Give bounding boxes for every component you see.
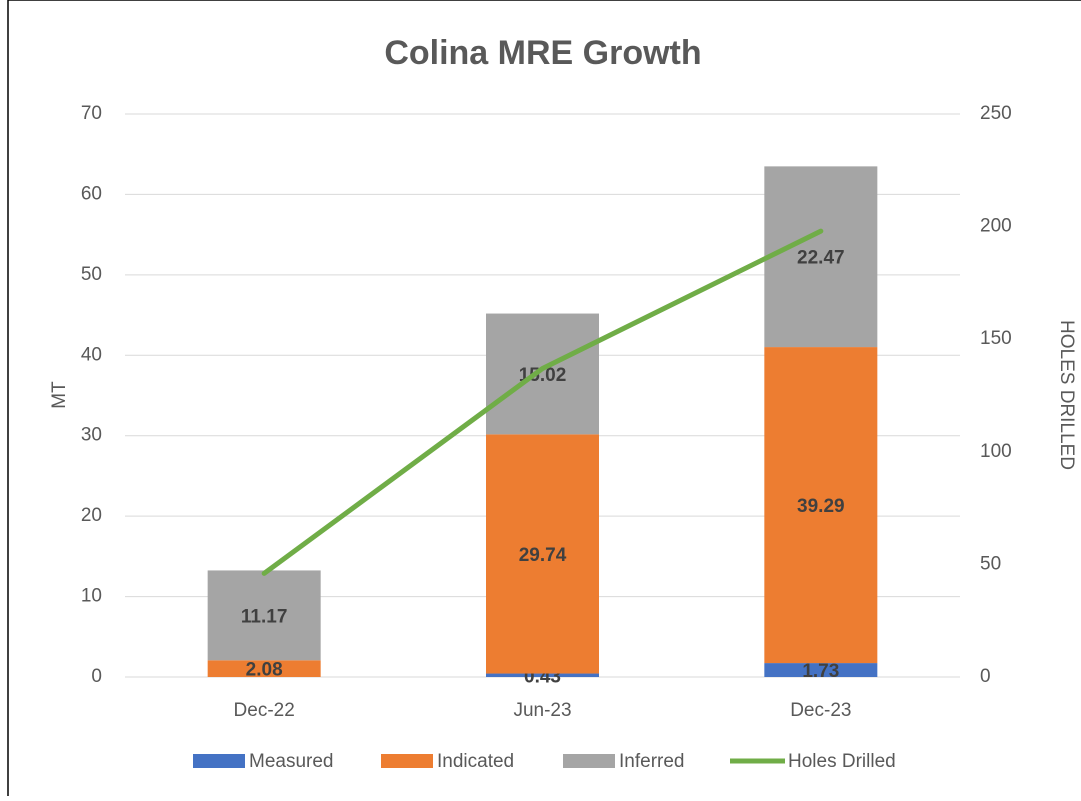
y-tick-label: 20 (81, 505, 102, 526)
y-tick-label: 10 (81, 586, 102, 607)
x-tick-label: Dec-23 (790, 700, 851, 721)
line-series (261, 228, 824, 576)
bar-segment (764, 347, 878, 664)
y2-tick-label: 50 (980, 553, 1001, 574)
x-tick-label: Dec-22 (234, 700, 295, 721)
y2-tick-label: 250 (980, 103, 1012, 124)
data-label: 29.74 (519, 545, 567, 566)
legend-label: Inferred (619, 751, 684, 772)
legend-label: Measured (249, 751, 334, 772)
x-tick-label: Jun-23 (513, 700, 571, 721)
y-tick-label: 70 (81, 103, 102, 124)
data-label: 39.29 (797, 496, 845, 517)
y-tick-label: 50 (81, 264, 102, 285)
legend-swatch (563, 754, 615, 768)
y-tick-label: 60 (81, 183, 102, 204)
legend-swatch (193, 754, 245, 768)
y-tick-label: 30 (81, 425, 102, 446)
data-label: 11.17 (241, 606, 288, 627)
y-axis-label: MT (49, 381, 70, 409)
data-label: 1.73 (802, 661, 839, 682)
y2-axis-label: HOLES DRILLED (1056, 320, 1077, 470)
bar-segment (207, 660, 321, 677)
data-label: 2.08 (246, 660, 283, 681)
data-label: 15.02 (519, 365, 567, 386)
y-tick-label: 0 (91, 666, 102, 687)
y2-tick-label: 150 (980, 328, 1012, 349)
data-label: 22.47 (797, 248, 845, 269)
y2-tick-label: 200 (980, 216, 1012, 237)
chart-title: Colina MRE Growth (384, 34, 701, 72)
bar-segment (486, 434, 599, 674)
bar-segment (764, 663, 878, 677)
bar-segment (764, 166, 878, 348)
legend-label: Holes Drilled (788, 751, 896, 772)
y-tick-label: 40 (81, 344, 102, 365)
legend-label: Indicated (437, 751, 514, 772)
bar-segment (207, 570, 321, 661)
y2-tick-label: 0 (980, 666, 991, 687)
bar-segment (486, 313, 599, 435)
bar-segment (486, 673, 599, 677)
legend-swatch (381, 754, 433, 768)
y2-tick-label: 100 (980, 441, 1012, 462)
